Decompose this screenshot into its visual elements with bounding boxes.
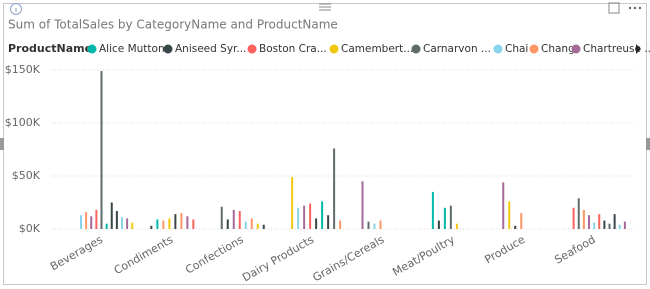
bar xyxy=(431,191,434,229)
bar xyxy=(232,209,235,229)
bar xyxy=(244,221,247,229)
bar xyxy=(321,201,324,229)
bar xyxy=(131,222,134,229)
resize-handle xyxy=(646,138,650,150)
legend-swatch[interactable] xyxy=(571,44,581,54)
legend-swatch[interactable] xyxy=(411,44,421,54)
bar xyxy=(455,223,458,229)
bar xyxy=(618,224,621,229)
y-tick-label: $100K xyxy=(5,116,41,129)
bar xyxy=(115,210,118,229)
bar xyxy=(502,182,505,229)
bar xyxy=(309,203,312,229)
bar xyxy=(520,213,523,229)
legend-label: Alice Mutton xyxy=(99,43,165,55)
legend-label: Camembert... xyxy=(341,43,413,55)
bar xyxy=(156,219,159,229)
bar xyxy=(613,214,616,229)
bar xyxy=(85,212,88,229)
y-tick-label: $50K xyxy=(12,169,41,182)
legend-swatch[interactable] xyxy=(247,44,257,54)
bar xyxy=(180,213,183,229)
bar xyxy=(508,201,511,229)
bar xyxy=(315,218,318,229)
bar xyxy=(623,221,626,229)
bar xyxy=(514,225,517,229)
bar xyxy=(238,210,241,229)
bar xyxy=(333,148,336,229)
bar xyxy=(150,225,153,229)
legend-swatch[interactable] xyxy=(329,44,339,54)
bar xyxy=(449,205,452,229)
legend-label: Aniseed Syr... xyxy=(175,43,246,55)
legend-swatch[interactable] xyxy=(87,44,97,54)
bar xyxy=(379,220,382,229)
legend-label: Chai xyxy=(505,43,528,55)
bar xyxy=(577,198,580,229)
bar xyxy=(367,221,370,229)
bar xyxy=(186,216,189,229)
bar xyxy=(100,71,103,229)
bar xyxy=(443,207,446,229)
bar xyxy=(162,220,165,229)
bar xyxy=(192,219,195,229)
drag-handle[interactable] xyxy=(319,3,331,11)
legend-next[interactable] xyxy=(636,44,641,54)
legend-swatch[interactable] xyxy=(529,44,539,54)
focus-mode-icon[interactable] xyxy=(608,2,620,14)
bar xyxy=(110,202,113,229)
bar xyxy=(80,215,82,229)
bar xyxy=(373,223,376,229)
bar xyxy=(437,220,440,229)
bar xyxy=(603,220,606,229)
bar xyxy=(250,218,253,229)
bar xyxy=(598,214,601,229)
bar xyxy=(256,223,259,229)
legend-title: ProductName xyxy=(8,42,92,55)
more-options[interactable] xyxy=(628,6,642,10)
bar xyxy=(174,214,177,229)
bar xyxy=(121,217,123,229)
y-tick-label: $150K xyxy=(5,63,41,76)
legend-label: Carnarvon ... xyxy=(423,43,491,55)
bar xyxy=(126,218,129,229)
bar xyxy=(105,223,108,229)
bar xyxy=(303,205,306,229)
chart-title: Sum of TotalSales by CategoryName and Pr… xyxy=(8,18,338,32)
bar xyxy=(327,215,330,229)
bar xyxy=(361,181,364,229)
legend-swatch[interactable] xyxy=(493,44,503,54)
visual-frame xyxy=(3,3,647,285)
legend-swatch[interactable] xyxy=(163,44,173,54)
bar xyxy=(262,224,265,229)
legend-label: Boston Cra... xyxy=(259,43,327,55)
bar xyxy=(297,207,300,229)
y-tick-label: $0K xyxy=(19,222,41,235)
bar xyxy=(90,216,93,229)
bar xyxy=(168,218,171,229)
bar xyxy=(588,215,590,229)
bar xyxy=(226,219,229,229)
legend-label: Chartreuse ... xyxy=(583,43,650,55)
bar xyxy=(582,209,585,229)
bar xyxy=(220,206,223,229)
info-icon[interactable] xyxy=(10,3,22,15)
bar xyxy=(95,209,98,229)
bar xyxy=(339,220,342,229)
bar xyxy=(593,222,596,229)
resize-handle xyxy=(0,138,4,150)
bar xyxy=(608,223,611,229)
bar xyxy=(572,207,575,229)
legend-label: Chang xyxy=(541,43,575,55)
bar xyxy=(291,177,294,229)
